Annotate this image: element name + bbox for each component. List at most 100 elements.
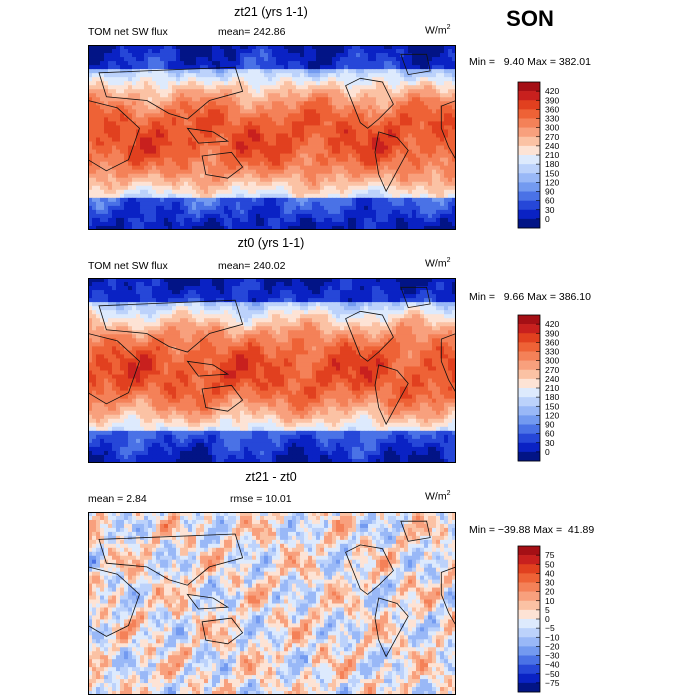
- field-cell: [408, 145, 413, 150]
- field-cell: [452, 49, 456, 54]
- field-cell: [184, 89, 189, 94]
- field-cell: [152, 133, 157, 138]
- field-cell: [392, 145, 397, 150]
- field-cell: [432, 225, 437, 230]
- field-cell: [244, 282, 249, 287]
- field-cell: [296, 125, 301, 130]
- field-cell: [116, 290, 121, 295]
- field-cell: [116, 282, 121, 287]
- field-cell: [228, 73, 233, 78]
- field-cell: [392, 157, 397, 163]
- field-cell: [288, 205, 293, 211]
- field-cell: [140, 157, 145, 163]
- field-cell: [228, 45, 233, 50]
- field-cell: [276, 294, 281, 299]
- field-cell: [128, 105, 133, 110]
- field-cell: [248, 141, 253, 146]
- field-cell: [200, 45, 205, 50]
- field-cell: [168, 105, 173, 110]
- field-cell: [132, 165, 137, 171]
- field-cell: [384, 149, 389, 154]
- field-cell: [284, 157, 289, 163]
- field-cell: [244, 217, 249, 223]
- field-cell: [296, 185, 301, 191]
- field-cell: [388, 169, 393, 175]
- field-cell: [412, 165, 417, 171]
- field-cell: [408, 201, 413, 207]
- field-cell: [100, 286, 105, 291]
- field-cell: [220, 165, 225, 171]
- field-cell: [292, 133, 297, 138]
- field-cell: [276, 286, 281, 291]
- field-cell: [368, 294, 373, 299]
- field-cell: [104, 193, 109, 199]
- field-cell: [96, 189, 101, 195]
- field-cell: [396, 73, 401, 78]
- field-cell: [156, 189, 161, 195]
- field-cell: [196, 149, 201, 154]
- field-cell: [180, 302, 185, 307]
- field-cell: [156, 209, 161, 215]
- field-cell: [252, 129, 257, 134]
- field-cell: [280, 221, 285, 227]
- field-cell: [316, 286, 321, 291]
- field-cell: [172, 97, 177, 102]
- field-cell: [112, 137, 117, 142]
- field-cell: [148, 149, 153, 154]
- field-cell: [384, 290, 389, 295]
- field-cell: [92, 181, 97, 187]
- field-cell: [388, 125, 393, 130]
- field-cell: [272, 105, 277, 110]
- field-cell: [396, 278, 401, 283]
- field-cell: [368, 302, 373, 307]
- field-cell: [148, 61, 153, 66]
- field-cell: [420, 185, 425, 191]
- field-cell: [224, 53, 229, 58]
- field-cell: [288, 89, 293, 94]
- field-cell: [160, 294, 165, 299]
- field-cell: [300, 45, 305, 50]
- field-cell: [304, 145, 309, 150]
- field-cell: [216, 53, 221, 58]
- field-cell: [392, 217, 397, 223]
- field-cell: [344, 109, 349, 114]
- field-cell: [368, 113, 373, 118]
- field-cell: [124, 225, 129, 230]
- field-cell: [288, 169, 293, 175]
- field-cell: [204, 69, 209, 74]
- field-cell: [232, 81, 237, 86]
- field-cell: [152, 294, 157, 299]
- field-cell: [188, 113, 193, 118]
- field-cell: [140, 133, 145, 138]
- field-cell: [300, 121, 305, 126]
- field-cell: [108, 209, 113, 215]
- field-cell: [180, 209, 185, 215]
- field-cell: [448, 286, 453, 291]
- field-cell: [136, 282, 141, 287]
- field-cell: [172, 302, 177, 307]
- field-cell: [420, 290, 425, 295]
- field-cell: [268, 93, 273, 98]
- field-cell: [100, 185, 105, 191]
- field-cell: [436, 209, 441, 215]
- field-cell: [404, 298, 409, 303]
- field-cell: [324, 57, 329, 62]
- field-cell: [380, 121, 385, 126]
- field-cell: [120, 53, 125, 58]
- field-cell: [244, 169, 249, 175]
- field-cell: [320, 165, 325, 171]
- field-cell: [328, 213, 333, 219]
- field-cell: [428, 185, 433, 191]
- field-cell: [348, 85, 353, 90]
- field-cell: [328, 165, 333, 171]
- field-cell: [212, 153, 217, 159]
- field-cell: [140, 181, 145, 187]
- field-cell: [120, 101, 125, 106]
- field-cell: [436, 165, 441, 171]
- field-cell: [160, 213, 165, 219]
- field-cell: [416, 209, 421, 215]
- field-cell: [424, 197, 429, 203]
- field-cell: [316, 65, 321, 70]
- field-cell: [220, 137, 225, 142]
- field-cell: [280, 117, 285, 122]
